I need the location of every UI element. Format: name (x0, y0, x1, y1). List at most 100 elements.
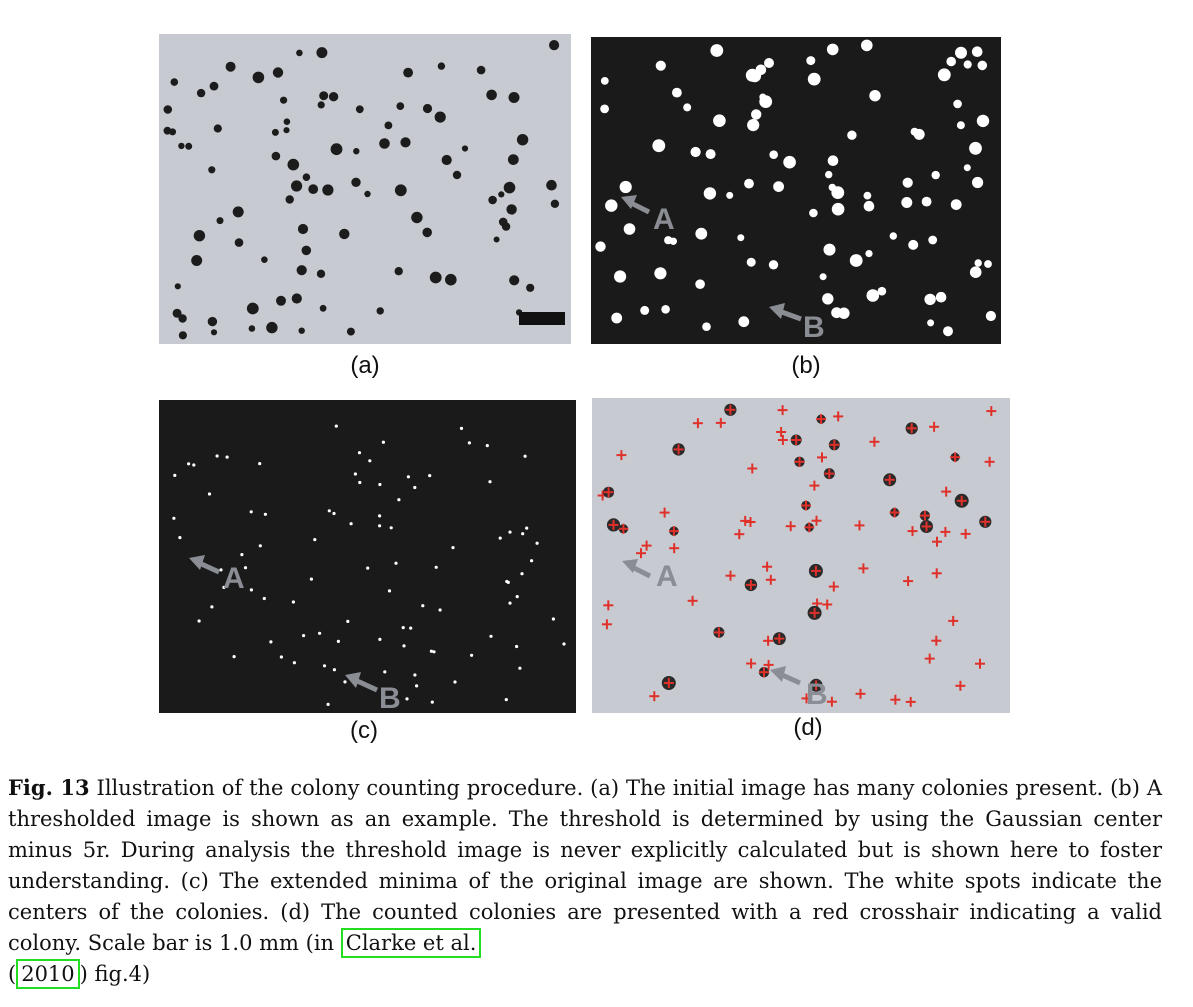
crosshair-marker (745, 579, 756, 590)
crosshair-marker (931, 568, 942, 579)
threshold-spot (969, 266, 982, 278)
crosshair-marker (763, 659, 774, 670)
colony-spot (379, 138, 390, 149)
threshold-spot (611, 312, 623, 324)
minima-spot (489, 634, 493, 638)
panel-b-threshold-image: A B (591, 37, 1001, 344)
threshold-spot (713, 114, 726, 127)
crosshair-marker (618, 523, 629, 534)
colony-spot (317, 101, 325, 109)
minima-spot (309, 577, 313, 581)
threshold-spot (654, 267, 667, 280)
threshold-spot (972, 176, 984, 189)
minima-spot (515, 644, 519, 649)
crosshair-marker (673, 444, 684, 455)
scale-bar (519, 312, 565, 325)
colony-spot (461, 145, 469, 152)
minima-spot (397, 498, 401, 502)
colony-spot (232, 206, 244, 218)
threshold-spot (935, 291, 947, 303)
minima-spot (258, 544, 262, 548)
colony-spot (283, 127, 290, 134)
minima-spot (405, 697, 409, 701)
colony-spot (291, 293, 302, 304)
minima-spot (551, 617, 555, 621)
colony-spot (225, 61, 236, 72)
colony-spot (271, 128, 279, 136)
threshold-spot (605, 199, 618, 212)
colony-spot (384, 121, 393, 130)
colony-spot (364, 190, 371, 198)
colony-spot (330, 143, 343, 156)
threshold-spot (705, 149, 716, 160)
colony-spot (394, 267, 403, 276)
minima-spot (525, 526, 529, 530)
minima-spot (343, 680, 347, 684)
colony-spot (271, 151, 281, 161)
crosshair-marker (687, 595, 698, 606)
minima-spot (172, 516, 176, 520)
minima-spot (313, 538, 317, 542)
minima-spot (378, 637, 382, 641)
threshold-spot (849, 254, 863, 267)
crosshair-marker (824, 468, 835, 479)
minima-spot (432, 650, 436, 654)
threshold-spot (807, 72, 821, 86)
arrow-label-b: B (379, 682, 401, 713)
crosshair-marker (811, 680, 822, 691)
minima-spot (409, 626, 413, 630)
arrow-b: B (770, 666, 828, 711)
crosshair-marker (616, 450, 627, 461)
minima-spot (302, 634, 306, 638)
crosshair-marker (601, 619, 612, 630)
colony-spot (283, 118, 291, 125)
colony-spot (403, 67, 413, 78)
minima-spot (322, 664, 327, 668)
colony-spot (353, 148, 360, 155)
crosshair-marker (903, 576, 914, 587)
colony-spot (208, 166, 216, 174)
minima-spot (346, 619, 350, 623)
figure-label: Fig. 13 (8, 775, 90, 800)
threshold-spot (943, 326, 953, 337)
minima-spot (470, 653, 474, 657)
crosshair-marker (817, 452, 827, 463)
threshold-spot (863, 191, 872, 200)
crosshair-marker (663, 678, 674, 688)
threshold-spot (831, 186, 845, 200)
minima-spot (332, 511, 336, 516)
threshold-spot (738, 316, 750, 328)
threshold-spot (640, 305, 650, 315)
crosshair-marker (794, 456, 805, 467)
colony-spot (503, 181, 516, 194)
citation-link-authors[interactable]: Clarke et al. (340, 928, 482, 958)
minima-spot (279, 655, 283, 659)
citation-tail: ) fig.4) (79, 962, 151, 986)
minima-spot (401, 626, 405, 630)
threshold-spot (953, 99, 962, 109)
colony-spot (486, 89, 497, 101)
minima-spot (240, 553, 244, 557)
minima-spot (518, 666, 522, 670)
threshold-spot (869, 90, 881, 102)
colony-spot (174, 283, 181, 290)
crosshair-marker (980, 516, 991, 527)
minima-spot (520, 572, 524, 576)
minima-spot (421, 604, 425, 608)
colony-spot (396, 102, 405, 110)
minima-spot (523, 454, 527, 458)
threshold-spot (971, 46, 983, 57)
citation-link-year[interactable]: 2010 (16, 959, 80, 989)
colony-spot (178, 331, 187, 340)
crosshair-marker (774, 633, 785, 644)
crosshair-marker (858, 563, 869, 574)
threshold-spot (737, 234, 745, 242)
minima-spot (459, 426, 464, 430)
crosshair-marker (984, 456, 995, 467)
crosshair-marker (659, 507, 670, 518)
minima-spot (349, 522, 353, 526)
colony-spot (207, 316, 218, 327)
minima-spot (488, 480, 492, 484)
minima-spot (232, 655, 236, 659)
threshold-spot (809, 208, 818, 218)
